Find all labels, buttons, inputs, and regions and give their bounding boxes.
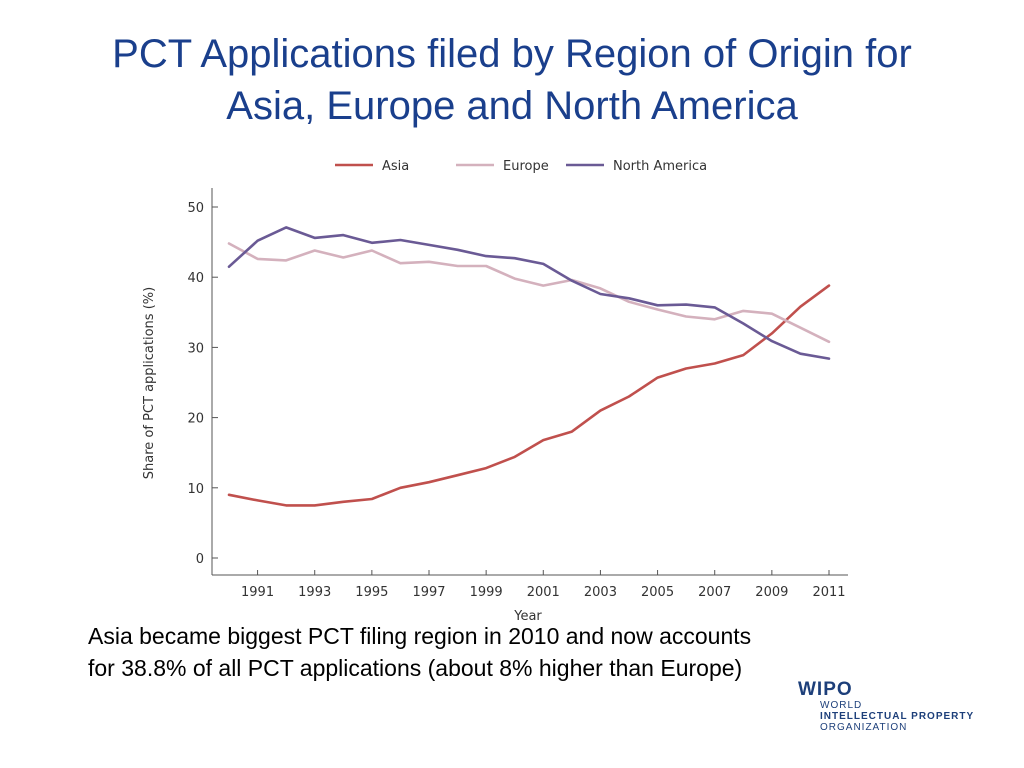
x-tick-label: 1999 [470, 585, 503, 600]
x-tick-label: 2011 [812, 585, 845, 600]
x-tick-label: 2001 [527, 585, 560, 600]
series-line-europe [227, 242, 831, 344]
legend-label-north-america: North America [613, 159, 707, 174]
slide-title-line-2: Asia, Europe and North America [226, 84, 798, 128]
wipo-logo-line-3: ORGANIZATION [820, 722, 908, 733]
slide-title: PCT Applications filed by Region of Orig… [40, 28, 984, 132]
slide-title-line-1: PCT Applications filed by Region of Orig… [112, 32, 912, 76]
x-tick-label: 2005 [641, 585, 674, 600]
wipo-logo: WIPO WORLD INTELLECTUAL PROPERTY ORGANIZ… [798, 679, 974, 734]
caption-line-1: Asia became biggest PCT filing region in… [88, 623, 752, 649]
y-tick-label: 50 [187, 201, 204, 216]
legend-label-europe: Europe [503, 159, 549, 174]
y-axis-title: Share of PCT applications (%) [142, 287, 157, 479]
wipo-logo-text: WORLD INTELLECTUAL PROPERTY ORGANIZATION [820, 700, 974, 733]
wipo-logo-line-1: WORLD [820, 700, 863, 711]
y-tick-label: 30 [187, 341, 204, 356]
x-tick-label: 2007 [698, 585, 731, 600]
x-tick-label: 2009 [755, 585, 788, 600]
x-tick-label: 1997 [412, 585, 445, 600]
caption-line-2: for 38.8% of all PCT applications (about… [88, 655, 743, 681]
caption: Asia became biggest PCT filing region in… [88, 620, 928, 684]
y-tick-label: 0 [196, 552, 204, 567]
y-tick-label: 10 [187, 482, 204, 497]
wipo-logo-line-2: INTELLECTUAL PROPERTY [820, 711, 975, 722]
series-line-asia [227, 284, 831, 507]
x-tick-label: 1991 [241, 585, 274, 600]
series-line-north-america [227, 226, 831, 360]
x-axis-title: Year [513, 609, 542, 624]
legend-label-asia: Asia [382, 159, 409, 174]
x-tick-label: 1993 [298, 585, 331, 600]
x-tick-label: 2003 [584, 585, 617, 600]
y-tick-label: 40 [187, 271, 204, 286]
wipo-logo-mark: WIPO [798, 679, 853, 700]
x-tick-label: 1995 [355, 585, 388, 600]
y-tick-label: 20 [187, 412, 204, 427]
